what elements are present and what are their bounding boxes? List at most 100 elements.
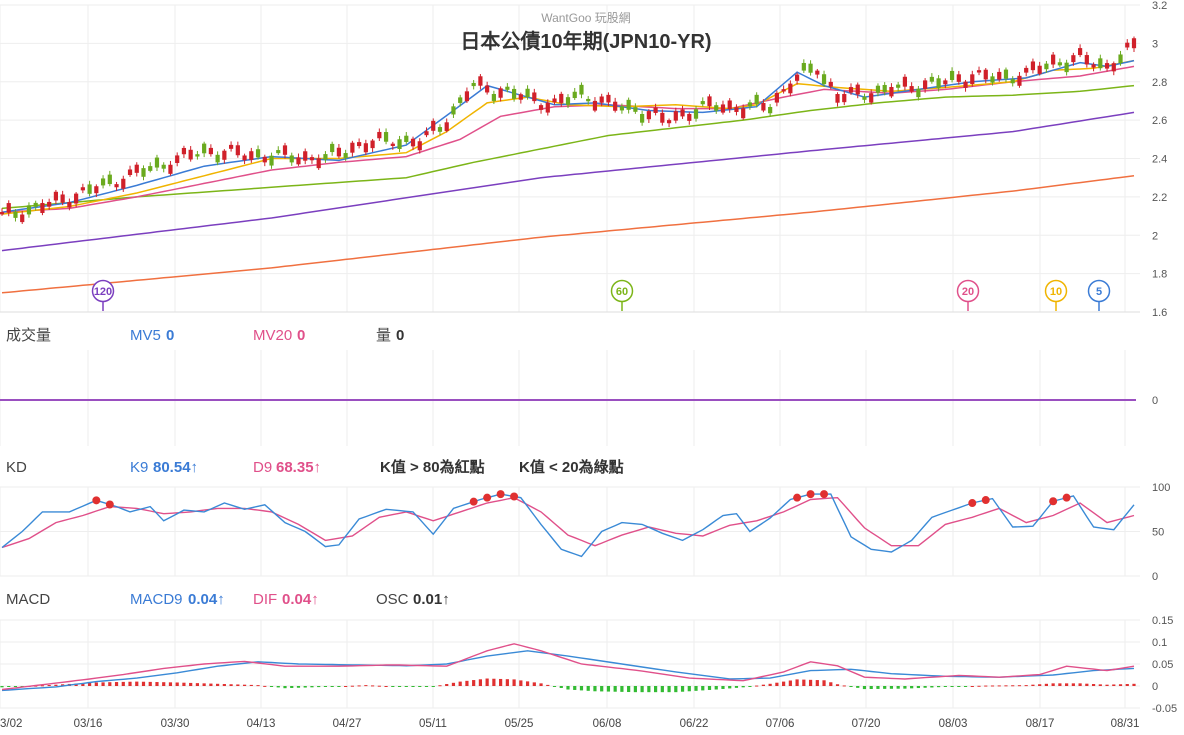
osc-bar	[1105, 684, 1109, 686]
candle-body	[222, 150, 227, 160]
osc-bar	[472, 680, 476, 686]
osc-bar	[835, 684, 840, 686]
candle-body	[538, 105, 544, 110]
osc-bar	[552, 686, 557, 687]
osc-bar	[586, 686, 590, 691]
x-tick-label: 07/20	[852, 718, 881, 730]
osc-bar	[94, 682, 98, 686]
candle-body	[363, 143, 368, 153]
osc-bar	[445, 684, 449, 686]
candle-body	[289, 155, 294, 163]
osc-bar	[87, 682, 92, 686]
candle-body	[1084, 55, 1089, 65]
candle-body	[26, 205, 32, 215]
osc-bar	[1118, 684, 1123, 686]
osc-bar	[222, 684, 226, 686]
osc-bar	[896, 686, 900, 689]
osc-bar	[242, 684, 247, 686]
candle-body	[330, 143, 335, 153]
osc-bar	[761, 684, 766, 686]
osc-bar	[1058, 683, 1062, 686]
candle-body	[963, 81, 968, 88]
candle-body	[1111, 63, 1116, 72]
candle-body	[552, 98, 557, 103]
osc-bar	[1065, 683, 1069, 686]
osc-bar	[728, 686, 732, 689]
candle-body	[485, 85, 490, 93]
candle-body	[666, 120, 672, 124]
osc-bar	[209, 683, 213, 686]
osc-bar	[431, 686, 435, 687]
osc-bar	[674, 686, 678, 693]
candle-body	[242, 155, 247, 161]
osc-bar	[593, 686, 597, 692]
osc-bar	[775, 682, 779, 686]
osc-bar	[1024, 685, 1028, 687]
candle-body	[276, 150, 281, 154]
candle-body	[121, 178, 126, 189]
osc-bar	[1098, 684, 1102, 686]
candle-body	[377, 131, 382, 139]
price-y-tick: 1.8	[1152, 269, 1167, 281]
candle-body	[1037, 65, 1042, 74]
candle-body	[1030, 61, 1036, 71]
osc-bar	[438, 685, 442, 687]
macd-y-tick: 0.05	[1152, 659, 1173, 671]
candle-body	[788, 83, 793, 94]
x-tick-label: 08/17	[1026, 718, 1055, 730]
kd-red-dot	[92, 496, 101, 505]
candle-body	[107, 174, 112, 185]
osc-bar	[977, 685, 981, 687]
candle-body	[626, 99, 631, 110]
candle-body	[774, 92, 779, 103]
osc-bar	[829, 682, 833, 686]
candle-body	[33, 202, 38, 207]
osc-bar	[883, 686, 887, 689]
candle-body	[168, 164, 173, 174]
x-tick-label: 07/06	[766, 718, 795, 730]
x-tick-label: 06/22	[680, 718, 709, 730]
osc-bar	[397, 686, 402, 687]
macd-panel: MACD MACD9 0.04↑ DIF 0.04↑ OSC 0.01↑ 0.1…	[0, 591, 1177, 715]
osc-bar	[876, 686, 880, 689]
candle-body	[424, 131, 429, 136]
osc-bar	[620, 686, 624, 692]
candle-body	[943, 80, 948, 85]
candle-body	[404, 135, 409, 142]
osc-bar	[391, 686, 395, 687]
osc-bar	[782, 681, 786, 686]
mv20-value: 0	[297, 327, 305, 344]
kd-red-dot	[1062, 493, 1071, 502]
osc-bar	[532, 682, 536, 686]
candle-body	[87, 184, 92, 194]
osc-bar	[714, 686, 718, 690]
candle-body	[525, 88, 530, 97]
candle-body	[40, 203, 45, 213]
price-y-tick: 2.2	[1152, 192, 1167, 204]
price-y-tick: 2.6	[1152, 115, 1167, 127]
candle-body	[255, 149, 261, 158]
kd-red-dot	[1049, 497, 1058, 506]
candle-body	[734, 107, 739, 112]
candle-body	[592, 100, 598, 111]
candle-body	[741, 108, 746, 119]
osc-bar	[633, 686, 637, 693]
osc-bar	[680, 686, 685, 692]
candle-body	[882, 84, 887, 92]
osc-label: OSC	[376, 591, 409, 608]
macd-y-tick: 0.1	[1152, 637, 1167, 649]
osc-bar	[101, 682, 105, 686]
x-tick-label: 03/30	[161, 718, 190, 730]
ma-marker-20	[956, 279, 980, 303]
osc-bar	[370, 685, 375, 687]
candle-body	[781, 89, 786, 92]
candle-body	[357, 142, 362, 147]
candle-body	[949, 70, 955, 81]
osc-bar	[546, 684, 550, 686]
candle-body	[53, 191, 59, 201]
osc-bar	[694, 686, 698, 691]
candle-body	[1064, 62, 1069, 73]
candle-body	[94, 186, 99, 194]
candle-body	[1010, 79, 1015, 84]
x-tick-label: 3/02	[0, 718, 22, 730]
